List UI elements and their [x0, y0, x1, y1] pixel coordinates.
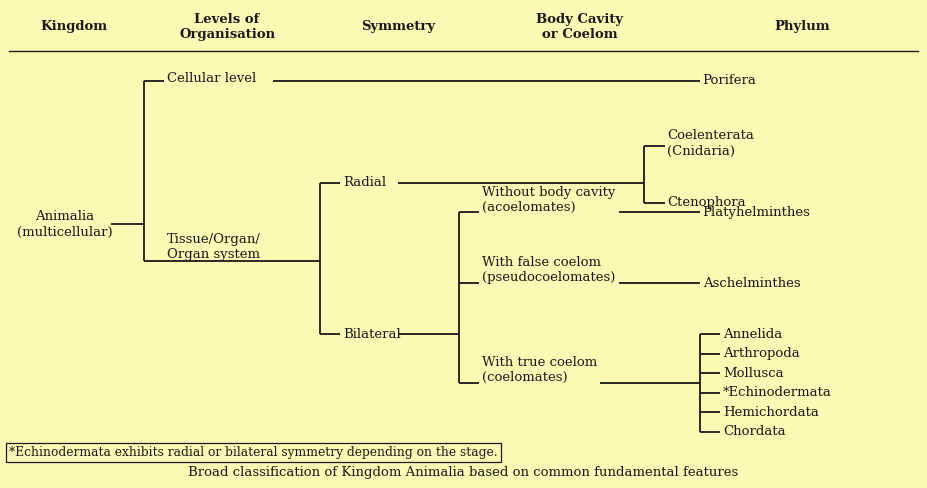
Text: Symmetry: Symmetry [362, 20, 436, 33]
Text: Arthropoda: Arthropoda [723, 347, 800, 360]
Text: Aschelminthes: Aschelminthes [703, 277, 800, 289]
Text: Tissue/Organ/
Organ system: Tissue/Organ/ Organ system [167, 233, 260, 262]
Text: *Echinodermata: *Echinodermata [723, 386, 832, 399]
Text: Ctenophora: Ctenophora [667, 196, 746, 209]
Text: Phylum: Phylum [774, 20, 830, 33]
Text: Broad classification of Kingdom Animalia based on common fundamental features: Broad classification of Kingdom Animalia… [188, 466, 739, 479]
Text: Bilateral: Bilateral [343, 328, 400, 341]
Text: Porifera: Porifera [703, 74, 756, 87]
Text: Platyhelminthes: Platyhelminthes [703, 206, 810, 219]
Text: Chordata: Chordata [723, 426, 786, 438]
Text: Mollusca: Mollusca [723, 367, 783, 380]
Text: Radial: Radial [343, 177, 387, 189]
Text: With true coelom
(coelomates): With true coelom (coelomates) [482, 356, 597, 385]
Text: With false coelom
(pseudocoelomates): With false coelom (pseudocoelomates) [482, 256, 616, 285]
Text: Annelida: Annelida [723, 328, 782, 341]
Text: Levels of
Organisation: Levels of Organisation [179, 13, 275, 41]
Text: Cellular level: Cellular level [167, 72, 256, 84]
Text: Body Cavity
or Coelom: Body Cavity or Coelom [536, 13, 623, 41]
Text: Hemichordata: Hemichordata [723, 406, 819, 419]
Text: Kingdom: Kingdom [41, 20, 108, 33]
Text: Coelenterata
(Cnidaria): Coelenterata (Cnidaria) [667, 129, 755, 158]
Text: *Echinodermata exhibits radial or bilateral symmetry depending on the stage.: *Echinodermata exhibits radial or bilate… [9, 447, 498, 459]
Text: Animalia
(multicellular): Animalia (multicellular) [17, 210, 113, 239]
Text: Without body cavity
(acoelomates): Without body cavity (acoelomates) [482, 185, 616, 214]
